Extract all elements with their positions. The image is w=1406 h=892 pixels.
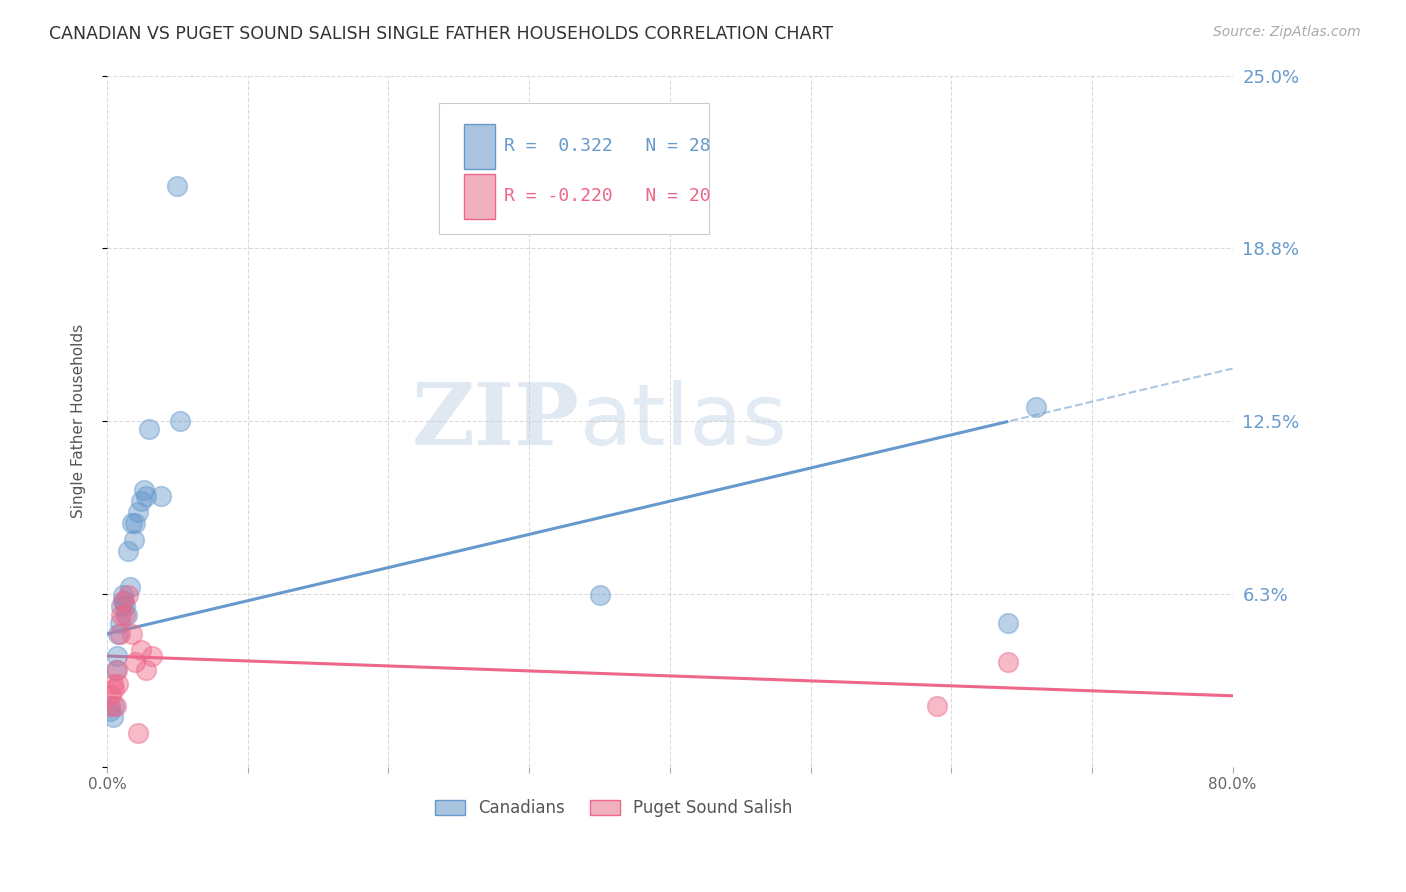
- Point: [114, 607, 136, 622]
- Point: [132, 483, 155, 497]
- Point: [103, 698, 125, 713]
- Y-axis label: Single Father Households: Single Father Households: [72, 324, 86, 518]
- Point: [121, 516, 143, 531]
- Point: [129, 494, 152, 508]
- Bar: [464, 124, 495, 169]
- Point: [1025, 401, 1047, 415]
- Text: ZIP: ZIP: [412, 379, 579, 463]
- Bar: [464, 174, 495, 219]
- Point: [169, 414, 191, 428]
- Point: [135, 489, 157, 503]
- Point: [107, 676, 129, 690]
- Point: [166, 179, 188, 194]
- Point: [124, 655, 146, 669]
- Point: [101, 676, 124, 690]
- Point: [127, 505, 149, 519]
- Point: [124, 516, 146, 531]
- Point: [111, 588, 134, 602]
- Point: [98, 704, 121, 718]
- Point: [105, 648, 128, 663]
- Point: [927, 698, 949, 713]
- Point: [111, 593, 134, 607]
- Point: [141, 648, 163, 663]
- Point: [135, 663, 157, 677]
- Point: [103, 682, 125, 697]
- Legend: Canadians, Puget Sound Salish: Canadians, Puget Sound Salish: [427, 793, 799, 824]
- Point: [107, 627, 129, 641]
- Point: [117, 544, 139, 558]
- FancyBboxPatch shape: [439, 103, 709, 235]
- Point: [110, 607, 132, 622]
- Point: [110, 599, 132, 614]
- Point: [129, 643, 152, 657]
- Point: [105, 663, 128, 677]
- Point: [114, 599, 136, 614]
- Text: R =  0.322   N = 28: R = 0.322 N = 28: [505, 137, 711, 155]
- Point: [98, 698, 121, 713]
- Point: [100, 688, 122, 702]
- Text: Source: ZipAtlas.com: Source: ZipAtlas.com: [1213, 25, 1361, 39]
- Point: [104, 698, 127, 713]
- Point: [108, 627, 131, 641]
- Point: [115, 607, 138, 622]
- Point: [149, 489, 172, 503]
- Point: [997, 655, 1019, 669]
- Point: [108, 615, 131, 630]
- Point: [118, 580, 141, 594]
- Text: CANADIAN VS PUGET SOUND SALISH SINGLE FATHER HOUSEHOLDS CORRELATION CHART: CANADIAN VS PUGET SOUND SALISH SINGLE FA…: [49, 25, 834, 43]
- Point: [104, 663, 127, 677]
- Point: [121, 627, 143, 641]
- Point: [138, 422, 160, 436]
- Point: [588, 588, 610, 602]
- Point: [122, 533, 145, 547]
- Point: [101, 710, 124, 724]
- Point: [112, 593, 135, 607]
- Point: [127, 726, 149, 740]
- Text: atlas: atlas: [579, 379, 787, 463]
- Point: [117, 588, 139, 602]
- Point: [997, 615, 1019, 630]
- Text: R = -0.220   N = 20: R = -0.220 N = 20: [505, 187, 711, 205]
